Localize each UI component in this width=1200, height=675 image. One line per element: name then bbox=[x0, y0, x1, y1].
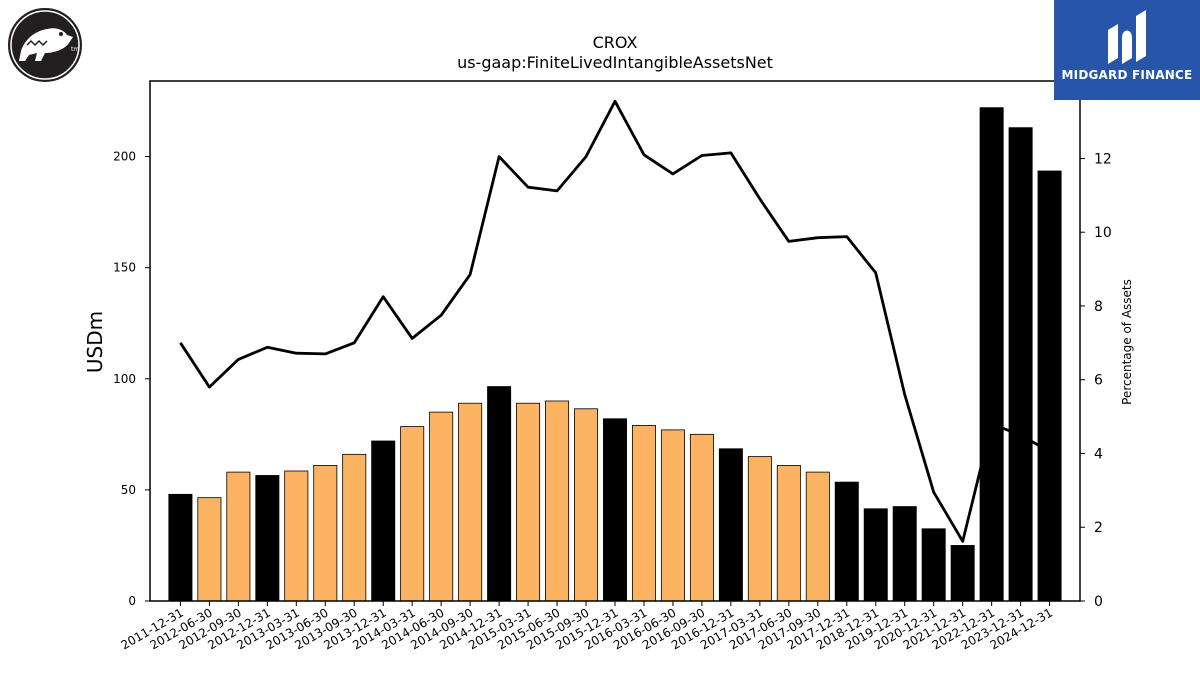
bar-2018-12-31 bbox=[863, 508, 888, 602]
y-tick-label: 100 bbox=[113, 372, 136, 386]
bar-2021-12-31 bbox=[950, 545, 975, 602]
bar-2014-03-31 bbox=[400, 426, 425, 602]
y-right-tick-label: 10 bbox=[1094, 225, 1112, 241]
bar-2013-06-30 bbox=[313, 465, 338, 602]
percentage-line bbox=[179, 99, 1051, 543]
bar-2016-09-30 bbox=[689, 433, 714, 602]
bar-2015-12-31 bbox=[603, 418, 627, 602]
bar-2020-12-31 bbox=[921, 528, 946, 602]
bars-layer bbox=[168, 107, 1062, 602]
bar-2016-03-31 bbox=[631, 425, 656, 602]
y-right-tick-label: 2 bbox=[1094, 520, 1103, 536]
bar-2022-12-31 bbox=[979, 107, 1004, 602]
y-right-tick-label: 0 bbox=[1094, 594, 1103, 610]
bar-2023-12-31 bbox=[1008, 127, 1033, 602]
bar-2024-12-31 bbox=[1037, 170, 1062, 602]
bar-2016-12-31 bbox=[718, 448, 743, 602]
bar-2014-09-30 bbox=[458, 402, 483, 602]
bar-2014-06-30 bbox=[429, 411, 454, 602]
bar-2014-12-31 bbox=[487, 386, 512, 602]
y-tick-label: 50 bbox=[121, 483, 136, 497]
bar-2017-03-31 bbox=[747, 456, 772, 602]
midgard-m-icon bbox=[1108, 10, 1146, 64]
y-tick-label: 200 bbox=[113, 150, 136, 164]
y-right-tick-label: 6 bbox=[1094, 373, 1103, 389]
chart-subtitle: us-gaap:FiniteLivedIntangibleAssetsNet bbox=[457, 53, 773, 72]
bar-2013-03-31 bbox=[284, 470, 309, 602]
brand-name: MIDGARD FINANCE bbox=[1061, 68, 1193, 82]
y-axis-right-label: Percentage of Assets bbox=[1120, 279, 1134, 405]
bar-2012-12-31 bbox=[255, 475, 280, 602]
bar-2015-06-30 bbox=[545, 400, 570, 602]
bar-2017-12-31 bbox=[834, 481, 859, 602]
y-tick-label: 150 bbox=[113, 261, 136, 275]
line-layer bbox=[179, 99, 1051, 543]
bar-2015-09-30 bbox=[574, 408, 599, 602]
bar-2015-03-31 bbox=[516, 402, 541, 602]
chart-title: CROX bbox=[593, 33, 638, 52]
bar-2019-12-31 bbox=[892, 506, 917, 602]
y-right-tick-label: 8 bbox=[1094, 299, 1103, 315]
bar-2012-09-30 bbox=[226, 471, 251, 602]
y-tick-label: 0 bbox=[128, 594, 136, 608]
y-axis-label: USDm bbox=[83, 311, 107, 373]
bar-2017-06-30 bbox=[776, 465, 801, 602]
bar-2017-09-30 bbox=[805, 471, 830, 602]
brand-banner: MIDGARD FINANCE bbox=[1054, 0, 1200, 100]
bar-2016-06-30 bbox=[660, 429, 685, 602]
bar-2011-12-31 bbox=[168, 493, 193, 602]
bar-2013-12-31 bbox=[371, 440, 396, 602]
crocodile-logo-icon: tm bbox=[5, 5, 85, 85]
bar-2012-06-30 bbox=[197, 497, 222, 602]
y-right-tick-label: 4 bbox=[1094, 446, 1103, 462]
y-right-tick-label: 12 bbox=[1094, 151, 1112, 167]
bar-2013-09-30 bbox=[342, 453, 367, 602]
svg-text:tm: tm bbox=[71, 46, 79, 53]
